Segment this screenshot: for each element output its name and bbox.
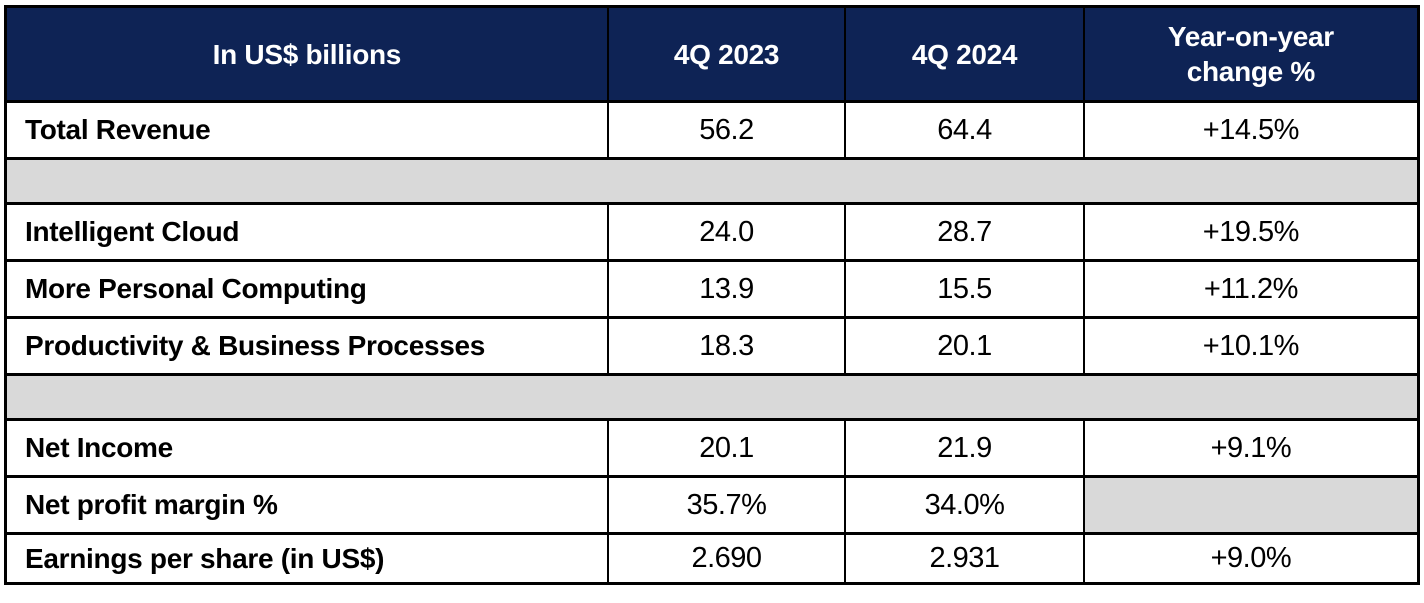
value-yoy: +9.1% bbox=[1082, 418, 1420, 478]
value-4q2023: 13.9 bbox=[606, 259, 847, 319]
value-4q2023: 24.0 bbox=[606, 202, 847, 262]
header-yoy-line2: change % bbox=[1186, 56, 1316, 87]
spacer-cell bbox=[5, 157, 1419, 205]
value-4q2023: 35.7% bbox=[606, 475, 847, 535]
value-yoy: +11.2% bbox=[1082, 259, 1420, 319]
row-label: Intelligent Cloud bbox=[4, 202, 609, 262]
value-4q2023: 20.1 bbox=[606, 418, 847, 478]
value-4q2024: 64.4 bbox=[844, 100, 1085, 160]
table-row-net-profit-margin: Net profit margin % 35.7% 34.0% bbox=[4, 475, 1420, 535]
value-yoy: +9.0% bbox=[1082, 532, 1420, 585]
spacer-row-1 bbox=[5, 157, 1419, 205]
table-row-net-income: Net Income 20.1 21.9 +9.1% bbox=[4, 418, 1420, 478]
table-row-total-revenue: Total Revenue 56.2 64.4 +14.5% bbox=[4, 100, 1420, 160]
value-4q2024: 34.0% bbox=[844, 475, 1085, 535]
value-4q2023: 56.2 bbox=[606, 100, 847, 160]
value-4q2024: 28.7 bbox=[844, 202, 1085, 262]
spacer-row-2 bbox=[5, 373, 1419, 421]
header-yoy-change: Year-on-year change % bbox=[1082, 5, 1420, 103]
value-4q2023: 2.690 bbox=[606, 532, 847, 585]
table-row-intelligent-cloud: Intelligent Cloud 24.0 28.7 +19.5% bbox=[4, 202, 1420, 262]
value-4q2024: 20.1 bbox=[844, 316, 1085, 376]
value-4q2024: 15.5 bbox=[844, 259, 1085, 319]
row-label: Productivity & Business Processes bbox=[4, 316, 609, 376]
row-label: Earnings per share (in US$) bbox=[4, 532, 609, 585]
table-row-earnings-per-share: Earnings per share (in US$) 2.690 2.931 … bbox=[4, 532, 1420, 585]
value-4q2023: 18.3 bbox=[606, 316, 847, 376]
row-label: More Personal Computing bbox=[4, 259, 609, 319]
table-row-more-personal-computing: More Personal Computing 13.9 15.5 +11.2% bbox=[4, 259, 1420, 319]
row-label: Total Revenue bbox=[4, 100, 609, 160]
row-label: Net Income bbox=[4, 418, 609, 478]
quarterly-results-table: In US$ billions 4Q 2023 4Q 2024 Year-on-… bbox=[4, 5, 1420, 585]
header-yoy-line1: Year-on-year bbox=[1167, 21, 1334, 52]
spacer-cell bbox=[5, 373, 1419, 421]
value-yoy: +10.1% bbox=[1082, 316, 1420, 376]
table-header-row: In US$ billions 4Q 2023 4Q 2024 Year-on-… bbox=[4, 5, 1420, 103]
value-yoy: +14.5% bbox=[1082, 100, 1420, 160]
value-4q2024: 2.931 bbox=[844, 532, 1085, 585]
value-yoy: +19.5% bbox=[1082, 202, 1420, 262]
header-4q-2024: 4Q 2024 bbox=[844, 5, 1085, 103]
value-yoy-blank bbox=[1082, 475, 1420, 535]
header-4q-2023: 4Q 2023 bbox=[606, 5, 847, 103]
row-label: Net profit margin % bbox=[4, 475, 609, 535]
table-row-productivity-business-processes: Productivity & Business Processes 18.3 2… bbox=[4, 316, 1420, 376]
value-4q2024: 21.9 bbox=[844, 418, 1085, 478]
header-metric-column: In US$ billions bbox=[4, 5, 609, 103]
